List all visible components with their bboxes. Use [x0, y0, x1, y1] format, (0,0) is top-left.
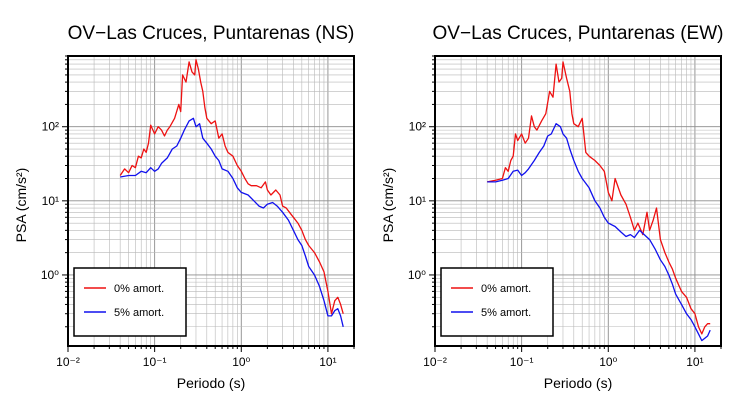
ew-x-tick-label: 10⁰: [599, 355, 617, 369]
ew-y-tick-label: 10¹: [409, 194, 426, 208]
ew-y-axis-label: PSA (cm/s²): [380, 168, 396, 243]
ns-x-tick-label: 10⁰: [232, 355, 250, 369]
ns-grid: [67, 55, 355, 346]
ns-x-tick-label: 10⁻²: [56, 355, 80, 369]
ew-series-line-0: [487, 61, 711, 335]
ns-chart-title: OV−Las Cruces, Puntarenas (NS): [68, 23, 355, 44]
ns-legend-label-1: 5% amort.: [114, 307, 164, 319]
ew-legend: 0% amort. 5% amort.: [440, 267, 554, 337]
ns-chart: 10⁻² 10⁻¹ 10⁰ 10¹ 10⁰ 10¹ 10² OV−Las Cruces, Pu…: [13, 23, 355, 391]
ns-x-tick-label: 10¹: [319, 355, 336, 369]
ew-y-tick-label: 10⁰: [408, 268, 426, 282]
ew-y-tick-label: 10²: [409, 120, 426, 134]
ew-chart: 10⁻² 10⁻¹ 10⁰ 10¹ 10⁰ 10¹ 10² OV−Las Cruces, Pu…: [380, 23, 723, 391]
ns-y-tick-label: 10¹: [42, 194, 59, 208]
ew-chart-title: OV−Las Cruces, Puntarenas (EW): [433, 23, 724, 44]
ns-legend-box: [73, 267, 187, 337]
ns-x-tick-label: 10⁻¹: [143, 355, 167, 369]
ns-y-tick-label: 10²: [42, 120, 59, 134]
ew-plot-frame: [434, 55, 722, 347]
ns-legend: 0% amort. 5% amort.: [73, 267, 187, 337]
ns-x-axis-label: Periodo (s): [177, 375, 245, 391]
ns-series-line-1: [120, 117, 344, 327]
ns-series-line-0: [119, 59, 344, 315]
ns-y-axis-label: PSA (cm/s²): [13, 168, 29, 243]
ew-x-tick-label: 10¹: [686, 355, 703, 369]
ew-x-tick-label: 10⁻²: [423, 355, 447, 369]
ew-x-tick-label: 10⁻¹: [510, 355, 534, 369]
ew-legend-label-1: 5% amort.: [481, 307, 531, 319]
ns-plot-frame: [67, 55, 355, 347]
ns-y-tick-label: 10⁰: [41, 268, 59, 282]
ew-x-axis-label: Periodo (s): [544, 375, 612, 391]
ew-series-line-1: [487, 123, 711, 342]
ew-legend-label-0: 0% amort.: [481, 283, 531, 295]
ns-legend-label-0: 0% amort.: [114, 283, 164, 295]
ew-legend-box: [440, 267, 554, 337]
